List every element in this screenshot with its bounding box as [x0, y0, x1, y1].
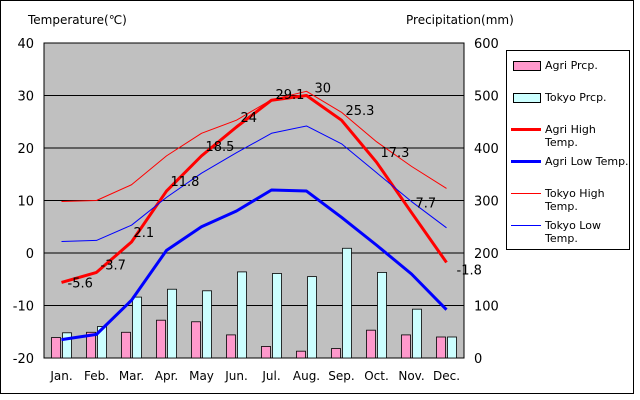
data-label-agri-high: 24: [241, 111, 258, 126]
right-tick-label: 200: [474, 247, 499, 262]
data-label-agri-high: -3.7: [101, 258, 126, 273]
bar-agri-prcp: [296, 350, 306, 359]
legend-label-tokyo-prcp: Tokyo Prcp.: [545, 91, 607, 104]
x-tick-label: Aug.: [293, 369, 320, 383]
data-label-agri-high: 25.3: [346, 104, 375, 119]
legend-swatch-agri-low: [511, 160, 541, 163]
right-axis-title: Precipitation(mm): [406, 13, 514, 27]
tokyo-low-line: [61, 125, 447, 242]
left-tick-label: 40: [17, 37, 34, 52]
right-tick-label: 400: [474, 142, 499, 157]
legend-label-tokyo-low: Tokyo Low Temp.: [545, 219, 601, 245]
bar-agri-prcp: [401, 334, 411, 359]
legend-label-tokyo-high: Tokyo High Temp.: [545, 187, 605, 213]
x-tick-label: Jun.: [224, 369, 248, 383]
bar-tokyo-prcp: [272, 273, 282, 359]
bar-tokyo-prcp: [202, 290, 212, 359]
legend-swatch-tokyo-low: [511, 225, 541, 226]
legend-swatch-agri-prcp: [513, 61, 541, 71]
bar-agri-prcp: [121, 331, 131, 359]
bar-agri-prcp: [191, 321, 201, 359]
data-label-agri-high: -5.6: [68, 276, 93, 291]
left-tick-label: 20: [17, 142, 34, 157]
bar-agri-prcp: [366, 329, 376, 359]
bar-agri-prcp: [261, 346, 271, 359]
bar-agri-prcp: [436, 336, 446, 359]
bar-agri-prcp: [156, 319, 166, 359]
right-tick-label: 500: [474, 90, 499, 105]
right-tick-label: 300: [474, 195, 499, 210]
x-tick-label: Mar.: [119, 369, 144, 383]
x-tick-label: Jan.: [49, 369, 72, 383]
left-tick-label: -20: [13, 352, 34, 367]
x-tick-label: Jul.: [261, 369, 280, 383]
bar-tokyo-prcp: [342, 247, 352, 359]
tokyo-high-line: [61, 90, 447, 203]
bar-tokyo-prcp: [97, 326, 107, 359]
agri-high-line: [61, 94, 448, 284]
data-label-agri-high: 17.3: [381, 146, 410, 161]
legend-swatch-tokyo-prcp: [513, 93, 541, 103]
left-tick-label: 30: [17, 90, 34, 105]
legend: Agri Prcp. Tokyo Prcp. Agri High Temp. A…: [506, 50, 630, 250]
right-tick-label: 0: [474, 352, 482, 367]
legend-label-agri-prcp: Agri Prcp.: [545, 59, 598, 72]
data-label-agri-high: 30: [315, 82, 332, 97]
data-label-agri-high: 2.1: [134, 226, 155, 241]
x-tick-label: Dec.: [433, 369, 460, 383]
bar-tokyo-prcp: [412, 308, 422, 359]
bar-tokyo-prcp: [167, 288, 177, 359]
bar-agri-prcp: [51, 337, 61, 359]
legend-swatch-agri-high: [511, 128, 541, 131]
x-tick-label: May: [189, 369, 214, 383]
bar-tokyo-prcp: [62, 332, 72, 359]
legend-swatch-tokyo-high: [511, 193, 541, 194]
left-tick-label: 10: [17, 195, 34, 210]
bar-tokyo-prcp: [307, 276, 317, 359]
bar-tokyo-prcp: [132, 296, 142, 359]
legend-label-agri-high: Agri High Temp.: [545, 123, 596, 149]
agri-low-line: [61, 188, 448, 342]
bar-agri-prcp: [226, 334, 236, 359]
bar-agri-prcp: [331, 348, 341, 359]
data-label-agri-high: 7.7: [416, 197, 437, 212]
data-label-agri-high: 11.8: [171, 175, 200, 190]
chart-frame: [0, 0, 634, 394]
x-tick-label: Nov.: [398, 369, 424, 383]
x-tick-label: Oct.: [364, 369, 389, 383]
bar-agri-prcp: [86, 331, 96, 359]
right-tick-label: 600: [474, 37, 499, 52]
bar-tokyo-prcp: [447, 336, 457, 359]
data-label-agri-high: -1.8: [457, 263, 482, 278]
bar-tokyo-prcp: [377, 272, 387, 359]
left-tick-label: 0: [26, 247, 34, 262]
data-label-agri-high: 29.1: [276, 88, 305, 103]
x-tick-label: Sep.: [328, 369, 354, 383]
x-tick-label: Apr.: [155, 369, 178, 383]
bar-tokyo-prcp: [237, 271, 247, 359]
left-tick-label: -10: [13, 300, 34, 315]
data-label-agri-high: 18.5: [206, 140, 235, 155]
right-tick-label: 100: [474, 300, 499, 315]
left-axis-title: Temperature(℃): [28, 13, 127, 27]
x-tick-label: Feb.: [84, 369, 109, 383]
legend-label-agri-low: Agri Low Temp.: [545, 155, 629, 168]
